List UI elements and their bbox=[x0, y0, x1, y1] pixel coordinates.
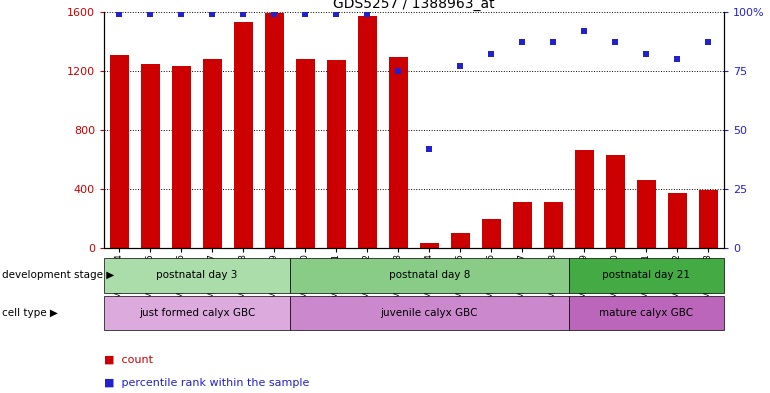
Bar bbox=[296, 59, 315, 248]
Point bbox=[671, 56, 684, 62]
Text: ■  percentile rank within the sample: ■ percentile rank within the sample bbox=[104, 378, 310, 388]
Bar bbox=[172, 66, 191, 248]
Bar bbox=[110, 55, 129, 248]
Point bbox=[330, 11, 343, 17]
Point bbox=[144, 11, 156, 17]
Point bbox=[361, 11, 373, 17]
Bar bbox=[637, 180, 655, 248]
Text: ■  count: ■ count bbox=[104, 354, 153, 365]
Bar bbox=[234, 22, 253, 248]
Point bbox=[609, 39, 621, 46]
Bar bbox=[358, 16, 377, 248]
Bar bbox=[451, 233, 470, 248]
Bar bbox=[104, 296, 290, 330]
Point bbox=[485, 51, 497, 57]
Text: development stage ▶: development stage ▶ bbox=[2, 270, 114, 281]
Bar bbox=[575, 150, 594, 248]
Text: postnatal day 8: postnatal day 8 bbox=[389, 270, 470, 281]
Point bbox=[640, 51, 652, 57]
Bar bbox=[265, 13, 283, 248]
Bar bbox=[513, 202, 531, 248]
Bar bbox=[290, 258, 569, 293]
Point bbox=[702, 39, 715, 46]
Point bbox=[113, 11, 126, 17]
Point bbox=[547, 39, 560, 46]
Point bbox=[454, 63, 467, 69]
Point bbox=[300, 11, 312, 17]
Text: cell type ▶: cell type ▶ bbox=[2, 308, 58, 318]
Bar bbox=[327, 61, 346, 248]
Bar bbox=[569, 296, 724, 330]
Point bbox=[578, 28, 591, 34]
Bar bbox=[544, 202, 563, 248]
Point bbox=[237, 11, 249, 17]
Bar bbox=[699, 190, 718, 248]
Bar bbox=[203, 59, 222, 248]
Bar bbox=[290, 296, 569, 330]
Bar bbox=[569, 258, 724, 293]
Title: GDS5257 / 1388963_at: GDS5257 / 1388963_at bbox=[333, 0, 494, 11]
Bar bbox=[668, 193, 687, 248]
Text: mature calyx GBC: mature calyx GBC bbox=[599, 308, 693, 318]
Point bbox=[424, 145, 436, 152]
Bar bbox=[389, 57, 407, 248]
Bar bbox=[104, 258, 290, 293]
Point bbox=[206, 11, 219, 17]
Text: postnatal day 3: postnatal day 3 bbox=[156, 270, 238, 281]
Point bbox=[392, 68, 404, 74]
Point bbox=[176, 11, 188, 17]
Bar bbox=[482, 219, 500, 248]
Point bbox=[268, 11, 280, 17]
Point bbox=[516, 39, 528, 46]
Bar bbox=[420, 243, 439, 248]
Text: juvenile calyx GBC: juvenile calyx GBC bbox=[380, 308, 478, 318]
Bar bbox=[141, 64, 159, 248]
Text: just formed calyx GBC: just formed calyx GBC bbox=[139, 308, 255, 318]
Text: postnatal day 21: postnatal day 21 bbox=[602, 270, 691, 281]
Bar bbox=[606, 155, 624, 248]
